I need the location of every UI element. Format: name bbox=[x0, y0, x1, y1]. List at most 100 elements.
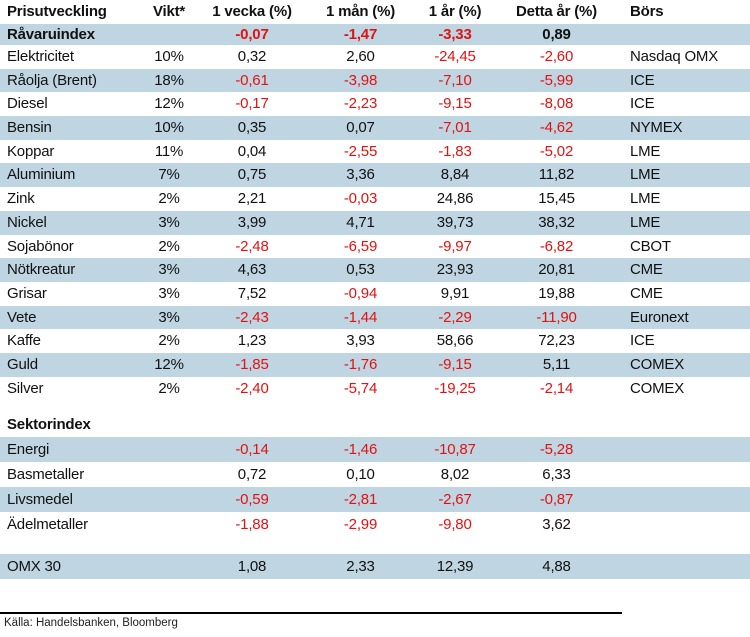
cell-bors: NYMEX bbox=[630, 119, 683, 137]
cell-bors: CME bbox=[630, 284, 663, 302]
cell-label: OMX 30 bbox=[7, 558, 61, 576]
table-row: Råolja (Brent) 18% -0,61 -3,98 -7,10 -5,99 ICE bbox=[0, 68, 750, 93]
cell-1-ar: -7,01 bbox=[438, 119, 472, 137]
cell-detta-ar: 15,45 bbox=[538, 190, 575, 208]
cell-detta-ar: 6,33 bbox=[542, 466, 571, 484]
cell-1-vecka: -2,43 bbox=[235, 308, 269, 326]
source-note: Källa: Handelsbanken, Bloomberg bbox=[4, 617, 178, 629]
cell-1-man: -2,99 bbox=[343, 516, 378, 534]
cell-vikt: 10% bbox=[154, 119, 184, 137]
cell-bors: LME bbox=[630, 166, 661, 184]
cell-1-man: -5,74 bbox=[343, 379, 378, 397]
cell-detta-ar: 20,81 bbox=[538, 261, 575, 279]
cell-vikt: 3% bbox=[158, 261, 180, 279]
cell-label: Sojabönor bbox=[7, 237, 74, 255]
cell-bors: LME bbox=[630, 190, 661, 208]
cell-label: Guld bbox=[7, 355, 38, 373]
cell-bors: ICE bbox=[630, 95, 655, 113]
cell-1-vecka: 0,04 bbox=[237, 142, 267, 160]
cell-1-man: 0,07 bbox=[346, 119, 375, 137]
cell-detta-ar: 3,62 bbox=[542, 516, 571, 534]
cell-1-man: 2,60 bbox=[346, 48, 375, 65]
cell-bors: LME bbox=[630, 213, 661, 231]
cell-detta-ar: -0,87 bbox=[539, 491, 574, 509]
cell-1-man: 2,33 bbox=[346, 558, 375, 576]
cell-vikt: 12% bbox=[154, 95, 184, 113]
cell-1-man: -0,03 bbox=[343, 190, 378, 208]
cell-1-ar: -7,10 bbox=[438, 71, 472, 89]
cell-1-ar: 12,39 bbox=[436, 558, 474, 576]
cell-bors: COMEX bbox=[630, 379, 685, 397]
table-row: Grisar 3% 7,52 -0,94 9,91 19,88 CME bbox=[0, 282, 750, 306]
cell-label: Råvaruindex bbox=[7, 26, 95, 43]
table-row: Vete 3% -2,43 -1,44 -2,29 -11,90 Euronext bbox=[0, 305, 750, 330]
footer-divider bbox=[0, 612, 622, 614]
cell-1-ar: 8,84 bbox=[440, 166, 470, 184]
cell-label: Råolja (Brent) bbox=[7, 71, 97, 89]
table-row: Råvaruindex -0,07 -1,47 -3,33 0,89 bbox=[0, 24, 750, 45]
cell-1-ar: 24,86 bbox=[436, 190, 474, 208]
cell-bors: CME bbox=[630, 261, 663, 279]
cell-detta-ar: -2,14 bbox=[539, 379, 574, 397]
cell-vikt: 11% bbox=[154, 142, 184, 160]
column-header-prisutveckling: Prisutveckling bbox=[7, 3, 107, 20]
cell-vikt: 3% bbox=[158, 308, 180, 326]
cell-1-vecka: -0,14 bbox=[235, 441, 269, 459]
cell-1-vecka: 1,08 bbox=[237, 558, 267, 576]
cell-1-man: -1,46 bbox=[343, 441, 378, 459]
cell-label: Basmetaller bbox=[7, 466, 84, 484]
cell-1-vecka: -0,59 bbox=[235, 491, 269, 509]
cell-1-ar: -9,97 bbox=[438, 237, 472, 255]
table-row: Nötkreatur 3% 4,63 0,53 23,93 20,81 CME bbox=[0, 258, 750, 282]
cell-label: Livsmedel bbox=[7, 491, 73, 509]
cell-1-man: 4,71 bbox=[346, 213, 375, 231]
cell-1-vecka: 1,23 bbox=[237, 332, 267, 350]
cell-1-man: 3,93 bbox=[346, 332, 375, 350]
column-header-vikt: Vikt* bbox=[152, 3, 186, 20]
table-row: Aluminium 7% 0,75 3,36 8,84 11,82 LME bbox=[0, 163, 750, 188]
cell-detta-ar: 4,88 bbox=[542, 558, 571, 576]
cell-detta-ar: -6,82 bbox=[539, 237, 574, 255]
cell-vikt: 3% bbox=[158, 284, 180, 302]
cell-1-vecka: -1,88 bbox=[235, 516, 269, 534]
price-table: Prisutveckling Vikt* 1 vecka (%) 1 mån (… bbox=[0, 3, 750, 580]
cell-detta-ar: -5,02 bbox=[539, 142, 574, 160]
cell-label: Silver bbox=[7, 379, 44, 397]
cell-label: Vete bbox=[7, 308, 37, 326]
table-row: Basmetaller 0,72 0,10 8,02 6,33 bbox=[0, 462, 750, 487]
cell-1-ar: -2,67 bbox=[438, 491, 472, 509]
table-row: Kaffe 2% 1,23 3,93 58,66 72,23 ICE bbox=[0, 329, 750, 353]
cell-1-ar: -2,29 bbox=[438, 308, 472, 326]
cell-1-vecka: -2,48 bbox=[235, 237, 269, 255]
cell-bors: Euronext bbox=[630, 308, 689, 326]
cell-label: Elektricitet bbox=[7, 48, 74, 65]
cell-1-ar: -10,87 bbox=[434, 441, 476, 459]
cell-vikt: 3% bbox=[158, 213, 180, 231]
table-row: Diesel 12% -0,17 -2,23 -9,15 -8,08 ICE bbox=[0, 92, 750, 116]
cell-1-vecka: -0,61 bbox=[235, 71, 269, 89]
column-header-1-ar: 1 år (%) bbox=[428, 3, 482, 20]
cell-detta-ar: 11,82 bbox=[538, 166, 575, 184]
cell-detta-ar: -5,99 bbox=[539, 71, 574, 89]
cell-1-vecka: 4,63 bbox=[237, 261, 267, 279]
table-row: Silver 2% -2,40 -5,74 -19,25 -2,14 COMEX bbox=[0, 377, 750, 401]
cell-1-ar: -3,33 bbox=[438, 26, 472, 43]
column-header-1-vecka: 1 vecka (%) bbox=[212, 3, 292, 20]
table-row: Elektricitet 10% 0,32 2,60 -24,45 -2,60 Nasdaq… bbox=[0, 45, 750, 69]
cell-1-vecka: 7,52 bbox=[237, 284, 267, 302]
cell-label: Koppar bbox=[7, 142, 55, 160]
cell-detta-ar: 72,23 bbox=[538, 332, 575, 350]
cell-1-vecka: 0,35 bbox=[237, 119, 267, 137]
table-row: Livsmedel -0,59 -2,81 -2,67 -0,87 bbox=[0, 487, 750, 513]
omx-row-section: OMX 30 1,08 2,33 12,39 4,88 bbox=[0, 554, 750, 580]
cell-1-ar: -9,80 bbox=[438, 516, 472, 534]
cell-vikt: 2% bbox=[158, 237, 180, 255]
cell-1-vecka: 0,72 bbox=[237, 466, 267, 484]
cell-1-vecka: -0,17 bbox=[235, 95, 269, 113]
cell-label: Diesel bbox=[7, 95, 48, 113]
cell-bors: COMEX bbox=[630, 355, 685, 373]
cell-vikt: 18% bbox=[154, 71, 184, 89]
cell-bors: ICE bbox=[630, 71, 655, 89]
table-row: Bensin 10% 0,35 0,07 -7,01 -4,62 NYMEX bbox=[0, 116, 750, 140]
cell-detta-ar: 38,32 bbox=[538, 213, 575, 231]
